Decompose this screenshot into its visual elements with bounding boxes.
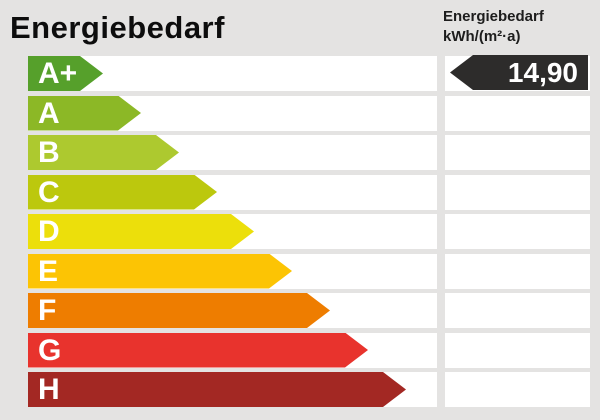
rating-bar-c: C [28, 175, 217, 210]
rating-bar-e: E [28, 254, 292, 289]
rating-row-h: H [0, 372, 600, 407]
rating-bar-label: A+ [38, 57, 78, 90]
rating-row-d: D [0, 214, 600, 249]
value-column-cell [445, 95, 590, 131]
rating-row-g: G [0, 332, 600, 368]
rating-bar-label: G [38, 333, 62, 367]
rating-bar-f: F [28, 293, 330, 328]
rating-row-a: A [0, 95, 600, 131]
rating-bar-label: B [38, 136, 60, 169]
value-column-cell [445, 174, 590, 210]
rating-bar-d: D [28, 214, 254, 249]
value-column-cell [445, 253, 590, 289]
scale-unit-header: Energiebedarf kWh/(m²·a) [443, 7, 544, 47]
rating-bar-label: F [38, 294, 57, 327]
rating-bar-label: A [38, 96, 60, 130]
value-column-cell [445, 372, 590, 407]
rating-row-b: B [0, 135, 600, 170]
value-column-cell [445, 293, 590, 328]
page-title: Energiebedarf [10, 10, 225, 45]
rating-bar-label: D [38, 215, 60, 248]
rating-bar-b: B [28, 135, 179, 170]
rating-bar-label: H [38, 373, 60, 406]
value-badge: 14,90 [450, 55, 588, 90]
value-column-cell [445, 135, 590, 170]
rating-row-f: F [0, 293, 600, 328]
rating-row-c: C [0, 174, 600, 210]
rating-bar-g: G [28, 333, 368, 368]
value-badge-text: 14,90 [507, 57, 578, 88]
rating-bar-a: A [28, 96, 141, 131]
rating-bar-h: H [28, 372, 406, 407]
rating-bar-label: E [38, 254, 59, 288]
rating-bar-label: C [38, 175, 60, 209]
rating-row-e: E [0, 253, 600, 289]
scale-unit-title: Energiebedarf [443, 8, 544, 25]
scale-unit-units: kWh/(m²·a) [443, 28, 521, 45]
value-column-cell [445, 332, 590, 368]
value-column-cell [445, 214, 590, 249]
